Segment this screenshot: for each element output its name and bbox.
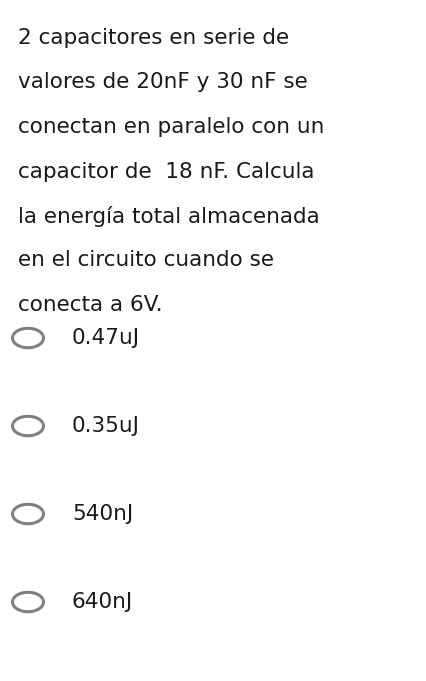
Text: 640nJ: 640nJ	[72, 592, 133, 612]
Text: en el circuito cuando se: en el circuito cuando se	[18, 251, 273, 270]
Text: 2 capacitores en serie de: 2 capacitores en serie de	[18, 28, 288, 48]
Text: 0.35uJ: 0.35uJ	[72, 416, 140, 436]
Text: conectan en paralelo con un: conectan en paralelo con un	[18, 117, 324, 137]
Text: valores de 20nF y 30 nF se: valores de 20nF y 30 nF se	[18, 72, 307, 93]
Text: 540nJ: 540nJ	[72, 504, 133, 524]
Text: capacitor de  18 nF. Calcula: capacitor de 18 nF. Calcula	[18, 161, 314, 182]
Text: la energía total almacenada: la energía total almacenada	[18, 206, 319, 227]
Text: conecta a 6V.: conecta a 6V.	[18, 295, 162, 315]
Text: 0.47uJ: 0.47uJ	[72, 328, 140, 348]
